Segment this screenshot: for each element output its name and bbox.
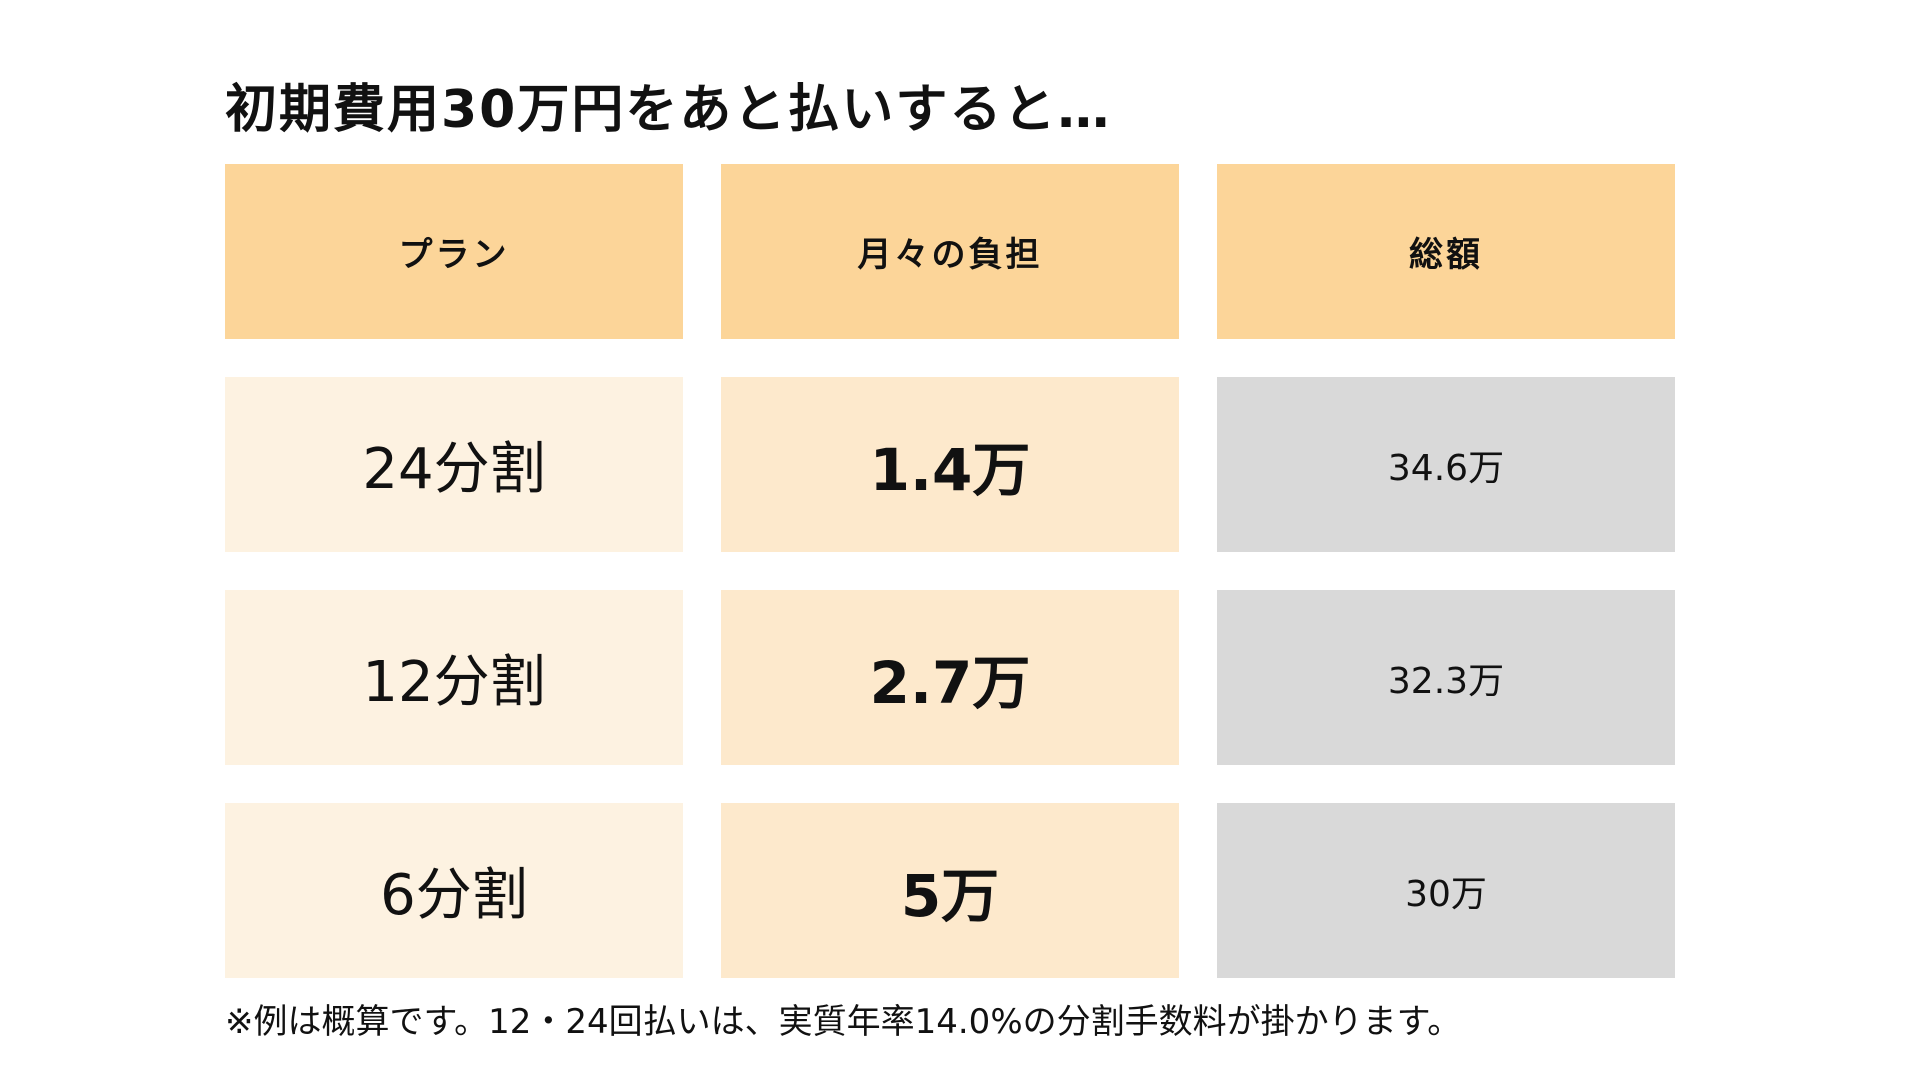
plan-cell-24: 24分割: [225, 377, 683, 552]
plan-cell-12: 12分割: [225, 590, 683, 765]
page-title: 初期費用30万円をあと払いすると…: [225, 80, 1112, 140]
header-monthly-payment: 月々の負担: [721, 164, 1179, 339]
monthly-cell-12: 2.7万: [721, 590, 1179, 765]
footnote: ※例は概算です。12・24回払いは、実質年率14.0%の分割手数料が掛かります。: [225, 1002, 1462, 1042]
monthly-cell-6: 5万: [721, 803, 1179, 978]
header-total-amount: 総額: [1217, 164, 1675, 339]
plan-cell-6: 6分割: [225, 803, 683, 978]
total-cell-12: 32.3万: [1217, 590, 1675, 765]
total-cell-6: 30万: [1217, 803, 1675, 978]
header-plan: プラン: [225, 164, 683, 339]
total-cell-24: 34.6万: [1217, 377, 1675, 552]
monthly-cell-24: 1.4万: [721, 377, 1179, 552]
